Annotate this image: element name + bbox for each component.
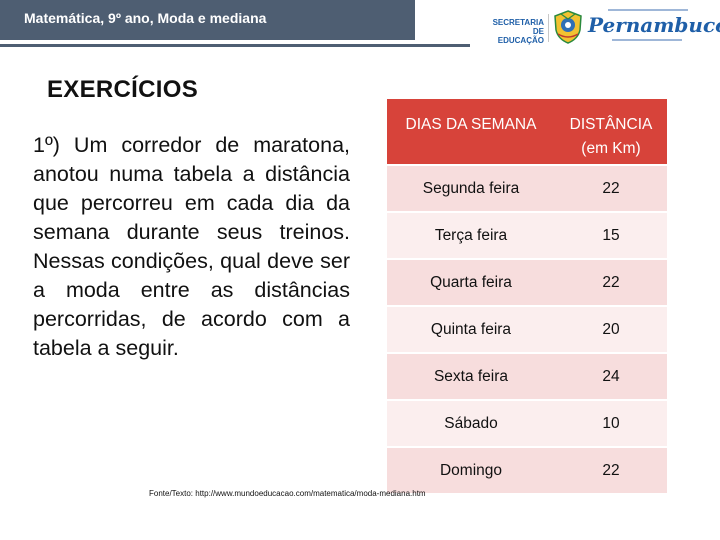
table-row: Sábado 10: [387, 400, 667, 448]
table-row: Sexta feira 24: [387, 353, 667, 401]
cell-distance: 24: [555, 353, 667, 401]
header-distance-line2: (em Km): [581, 140, 641, 157]
header-day: DIAS DA SEMANA: [387, 99, 555, 166]
logo-divider: [548, 14, 549, 42]
brand-ornament-top: [608, 9, 688, 11]
table-row: Quarta feira 22: [387, 259, 667, 307]
cell-distance: 15: [555, 212, 667, 260]
secretaria-line1: SECRETARIA: [492, 18, 544, 27]
secretaria-line2: DE EDUCAÇÃO: [497, 27, 544, 45]
cell-distance: 22: [555, 447, 667, 495]
table-row: Terça feira 15: [387, 212, 667, 260]
brand-name: Pernambuco: [588, 13, 720, 37]
header-day-label: DIAS DA SEMANA: [405, 116, 537, 133]
title-bar: Matemática, 9º ano, Moda e mediana: [0, 0, 415, 40]
cell-day: Segunda feira: [387, 165, 555, 213]
slide-header: Matemática, 9º ano, Moda e mediana SECRE…: [0, 0, 720, 52]
source-citation: Fonte/Texto: http://www.mundoeducacao.co…: [149, 489, 426, 498]
cell-day: Domingo: [387, 447, 555, 495]
table-header-row: DIAS DA SEMANA DISTÂNCIA (em Km): [387, 99, 667, 166]
cell-distance: 22: [555, 259, 667, 307]
problem-text: 1º) Um corredor de maratona, anotou numa…: [33, 133, 350, 360]
brand-ornament-bottom: [612, 39, 682, 41]
table-row: Domingo 22: [387, 447, 667, 495]
government-logo: SECRETARIA DE EDUCAÇÃO Pernambuco: [490, 6, 720, 48]
cell-day: Quarta feira: [387, 259, 555, 307]
header-distance: DISTÂNCIA (em Km): [555, 99, 667, 166]
cell-distance: 20: [555, 306, 667, 354]
header-distance-line1: DISTÂNCIA: [569, 116, 653, 133]
slide-title: Matemática, 9º ano, Moda e mediana: [24, 10, 267, 26]
header-stripe: [0, 44, 470, 47]
cell-distance: 22: [555, 165, 667, 213]
pernambuco-seal-icon: [554, 10, 582, 44]
cell-day: Quinta feira: [387, 306, 555, 354]
secretaria-label: SECRETARIA DE EDUCAÇÃO: [490, 18, 544, 45]
cell-day: Sexta feira: [387, 353, 555, 401]
section-heading: EXERCÍCIOS: [47, 76, 199, 103]
cell-day: Sábado: [387, 400, 555, 448]
table-row: Quinta feira 20: [387, 306, 667, 354]
cell-distance: 10: [555, 400, 667, 448]
table-row: Segunda feira 22: [387, 165, 667, 213]
distance-table: DIAS DA SEMANA DISTÂNCIA (em Km) Segunda…: [387, 99, 667, 495]
cell-day: Terça feira: [387, 212, 555, 260]
